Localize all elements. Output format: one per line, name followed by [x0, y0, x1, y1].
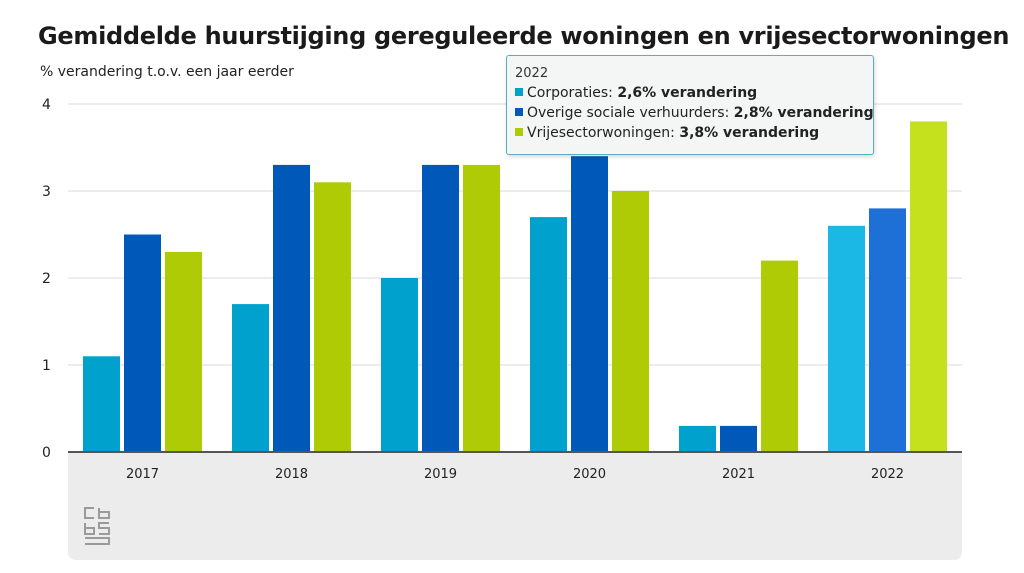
bar [463, 164, 500, 452]
bar [381, 278, 418, 452]
bar [679, 425, 716, 452]
y-tick-label: 4 [42, 97, 51, 113]
bar [720, 425, 757, 452]
tooltip-row-vrijesector: Vrijesectorwoningen: 3,8% verandering [515, 123, 863, 143]
x-tick-label: 2017 [126, 467, 159, 482]
tooltip-series-name: Overige sociale verhuurders [527, 105, 725, 121]
tooltip-series-name: Corporaties [527, 85, 609, 101]
bar [124, 234, 161, 452]
x-tick-label: 2022 [871, 467, 904, 482]
bar [422, 164, 459, 452]
bar [232, 304, 269, 452]
tooltip-year: 2022 [515, 66, 549, 81]
x-tick-label: 2019 [424, 467, 457, 482]
tooltip-swatch-corporaties [515, 88, 523, 96]
tooltip-series-name: Vrijesectorwoningen [527, 125, 671, 141]
bar [165, 251, 202, 452]
tooltip-row-overige: Overige sociale verhuurders: 2,8% verand… [515, 103, 874, 123]
bar [761, 260, 798, 452]
x-tick-label: 2021 [722, 467, 755, 482]
bar [314, 182, 351, 453]
bar [869, 208, 906, 452]
bar [910, 121, 947, 453]
tooltip-swatch-overige [515, 108, 523, 116]
x-tick-label: 2020 [573, 467, 606, 482]
tooltip-series-value: 3,8% verandering [679, 125, 820, 141]
tooltip-swatch-vrijesector [515, 128, 523, 136]
x-tick-label: 2018 [275, 467, 308, 482]
bar [828, 225, 865, 452]
bar [273, 164, 310, 452]
chart-title: Gemiddelde huurstijging gereguleerde won… [38, 22, 1010, 50]
y-tick-label: 1 [42, 358, 51, 374]
y-axis-unit-label: % verandering t.o.v. een jaar eerder [40, 64, 294, 80]
y-tick-label: 3 [42, 184, 51, 200]
cbs-logo-icon [84, 507, 110, 545]
tooltip-row-corporaties: Corporaties: 2,6% verandering [515, 83, 863, 103]
bar [612, 191, 649, 452]
bar [571, 156, 608, 452]
tooltip-series-value: 2,8% verandering [733, 105, 874, 121]
y-tick-label: 2 [42, 271, 51, 287]
tooltip: 2022 Corporaties: 2,6% verandering Overi… [506, 55, 874, 155]
bar [530, 217, 567, 452]
bar [83, 356, 120, 452]
x-axis-band [68, 452, 962, 560]
tooltip-series-value: 2,6% verandering [617, 85, 758, 101]
y-tick-label: 0 [42, 445, 51, 461]
